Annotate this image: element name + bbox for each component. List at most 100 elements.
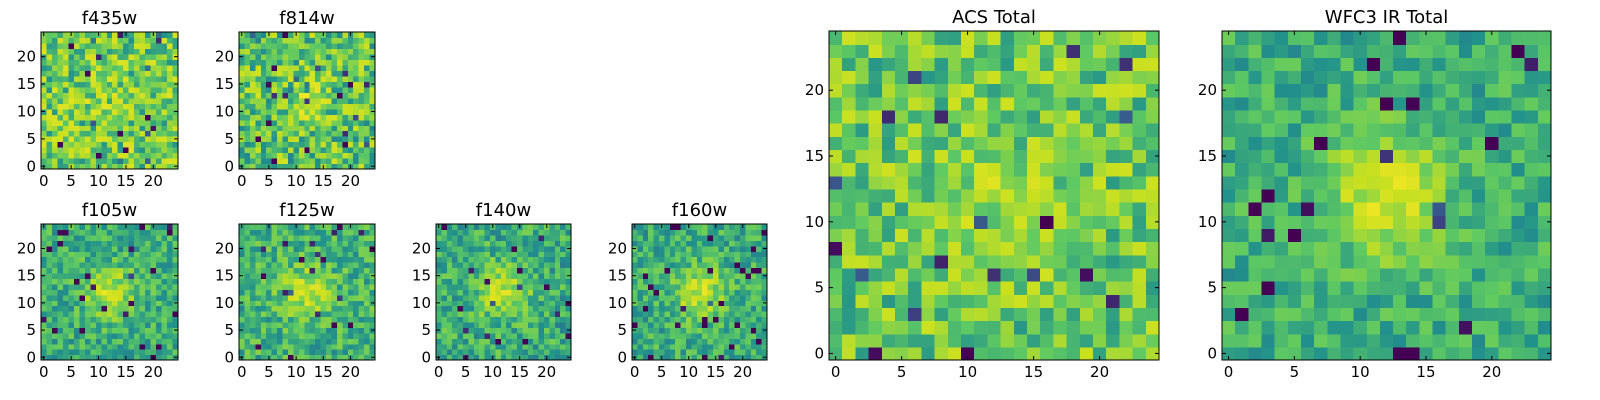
heatmap-cell: [1000, 333, 1015, 348]
heatmap-cell: [500, 343, 507, 350]
heatmap-cell: [675, 327, 682, 334]
heatmap-cell: [560, 234, 567, 241]
heatmap-cell: [1524, 175, 1539, 190]
heatmap-cell: [1393, 320, 1407, 335]
heatmap-cell: [511, 294, 518, 301]
heatmap-cell: [669, 256, 676, 263]
heatmap-cell: [255, 224, 262, 231]
heatmap-cell: [669, 278, 676, 285]
heatmap-cell: [95, 147, 102, 154]
heatmap-cell: [463, 283, 469, 290]
heatmap-cell: [315, 64, 322, 71]
heatmap-cell: [544, 311, 550, 318]
heatmap-cell: [134, 59, 141, 66]
heatmap-cell: [1000, 44, 1015, 58]
heatmap-cell: [1248, 175, 1263, 190]
heatmap-cell: [473, 251, 480, 258]
heatmap-cell: [369, 48, 376, 55]
heatmap-cell: [1511, 215, 1526, 229]
heatmap-cell: [713, 234, 719, 241]
heatmap-cell: [150, 251, 157, 258]
heatmap-cell: [829, 44, 843, 58]
heatmap-cell: [842, 149, 856, 164]
heatmap-cell: [298, 343, 305, 350]
heatmap-cell: [244, 272, 251, 279]
heatmap-cell: [271, 114, 278, 121]
heatmap-cell: [128, 59, 135, 66]
heatmap-cell: [298, 92, 305, 99]
heatmap-cell: [145, 103, 152, 110]
heatmap-cell: [506, 283, 513, 290]
heatmap-cell: [161, 32, 168, 39]
heatmap-cell: [358, 327, 365, 334]
heatmap-cell: [244, 311, 251, 318]
heatmap-cell: [161, 256, 168, 263]
heatmap-cell: [128, 316, 135, 323]
heatmap-cell: [648, 278, 655, 285]
heatmap-cell: [1327, 281, 1342, 295]
heatmap-cell: [1119, 281, 1134, 295]
heatmap-cell: [1314, 346, 1328, 361]
heatmap-cell: [1106, 57, 1120, 72]
heatmap-cell: [287, 130, 294, 137]
heatmap-cell: [106, 32, 113, 39]
heatmap-cell: [565, 332, 572, 339]
heatmap-cell: [347, 42, 354, 50]
heatmap-cell: [68, 251, 75, 258]
heatmap-cell: [1314, 294, 1328, 308]
heatmap-cell: [934, 162, 949, 177]
heatmap-cell: [680, 289, 687, 296]
heatmap-cell: [167, 114, 174, 121]
heatmap-cell: [112, 267, 119, 274]
heatmap-cell: [68, 64, 75, 71]
heatmap-cell: [934, 241, 949, 256]
heatmap-cell: [309, 267, 316, 274]
heatmap-cell: [1000, 136, 1015, 151]
heatmap-cell: [637, 267, 644, 274]
heatmap-cell: [287, 64, 294, 71]
heatmap-cell: [260, 224, 267, 231]
heatmap-cell: [112, 332, 119, 339]
heatmap-cell: [150, 86, 157, 93]
heatmap-cell: [73, 75, 80, 82]
heatmap-cell: [309, 92, 316, 99]
heatmap-cell: [172, 321, 179, 328]
heatmap-cell: [62, 327, 69, 334]
heatmap-cell: [244, 114, 251, 121]
heatmap-cell: [500, 338, 507, 345]
heatmap-cell: [266, 147, 273, 154]
heatmap-cell: [57, 136, 64, 143]
heatmap-cell: [675, 272, 682, 279]
heatmap-cell: [637, 229, 644, 236]
heatmap-cell: [895, 136, 909, 151]
heatmap-cell: [527, 245, 534, 252]
heatmap-cell: [895, 31, 909, 45]
heatmap-cell: [271, 338, 278, 345]
heatmap-cell: [255, 92, 262, 99]
heatmap-cell: [101, 141, 108, 148]
heatmap-cell: [1040, 136, 1054, 151]
heatmap-cell: [696, 229, 703, 236]
heatmap-cell: [156, 289, 163, 296]
heatmap-cell: [101, 103, 108, 110]
heatmap-cell: [842, 31, 856, 45]
heatmap-cell: [156, 130, 163, 137]
y-tick-label: 10: [412, 294, 431, 312]
heatmap-cell: [750, 245, 757, 252]
heatmap-cell: [527, 294, 534, 301]
heatmap-cell: [353, 262, 360, 269]
heatmap-cell: [1248, 215, 1263, 229]
heatmap-cell: [713, 349, 719, 356]
heatmap-cell: [112, 294, 119, 301]
heatmap-cell: [642, 240, 649, 247]
heatmap-cell: [1485, 202, 1499, 216]
heatmap-cell: [271, 103, 278, 110]
heatmap-cell: [255, 245, 262, 252]
heatmap-cell: [1393, 281, 1407, 295]
heatmap-cell: [271, 136, 278, 143]
heatmap-cell: [632, 267, 638, 274]
heatmap-cell: [1145, 281, 1160, 295]
heatmap-cell: [648, 305, 655, 312]
heatmap-cell: [293, 234, 300, 241]
heatmap-cell: [244, 103, 251, 110]
